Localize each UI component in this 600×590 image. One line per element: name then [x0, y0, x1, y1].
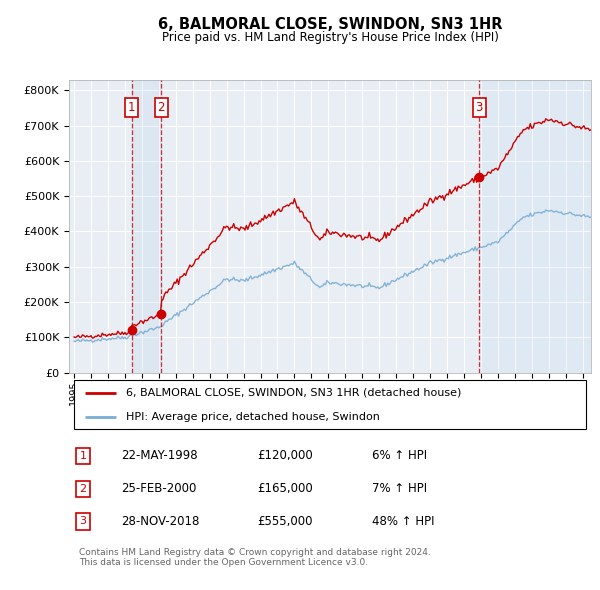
Text: Contains HM Land Registry data © Crown copyright and database right 2024.
This d: Contains HM Land Registry data © Crown c… [79, 548, 431, 567]
Text: 28-NOV-2018: 28-NOV-2018 [121, 515, 200, 528]
Text: 6% ↑ HPI: 6% ↑ HPI [372, 450, 427, 463]
Text: Price paid vs. HM Land Registry's House Price Index (HPI): Price paid vs. HM Land Registry's House … [161, 31, 499, 44]
Text: £555,000: £555,000 [257, 515, 313, 528]
Text: £165,000: £165,000 [257, 482, 313, 495]
Text: HPI: Average price, detached house, Swindon: HPI: Average price, detached house, Swin… [127, 412, 380, 422]
Text: 48% ↑ HPI: 48% ↑ HPI [372, 515, 434, 528]
Text: 3: 3 [476, 101, 483, 114]
Text: 6, BALMORAL CLOSE, SWINDON, SN3 1HR: 6, BALMORAL CLOSE, SWINDON, SN3 1HR [158, 17, 502, 31]
Text: 1: 1 [79, 451, 86, 461]
Bar [131, 80, 161, 373]
Text: 25-FEB-2000: 25-FEB-2000 [121, 482, 197, 495]
Bar [479, 80, 591, 373]
Text: 3: 3 [79, 516, 86, 526]
Text: 2: 2 [158, 101, 165, 114]
Text: 22-MAY-1998: 22-MAY-1998 [121, 450, 198, 463]
Text: 7% ↑ HPI: 7% ↑ HPI [372, 482, 427, 495]
Text: 6, BALMORAL CLOSE, SWINDON, SN3 1HR (detached house): 6, BALMORAL CLOSE, SWINDON, SN3 1HR (det… [127, 388, 462, 398]
FancyBboxPatch shape [74, 380, 586, 429]
Text: £120,000: £120,000 [257, 450, 313, 463]
Text: 1: 1 [128, 101, 135, 114]
Text: 2: 2 [79, 484, 86, 494]
